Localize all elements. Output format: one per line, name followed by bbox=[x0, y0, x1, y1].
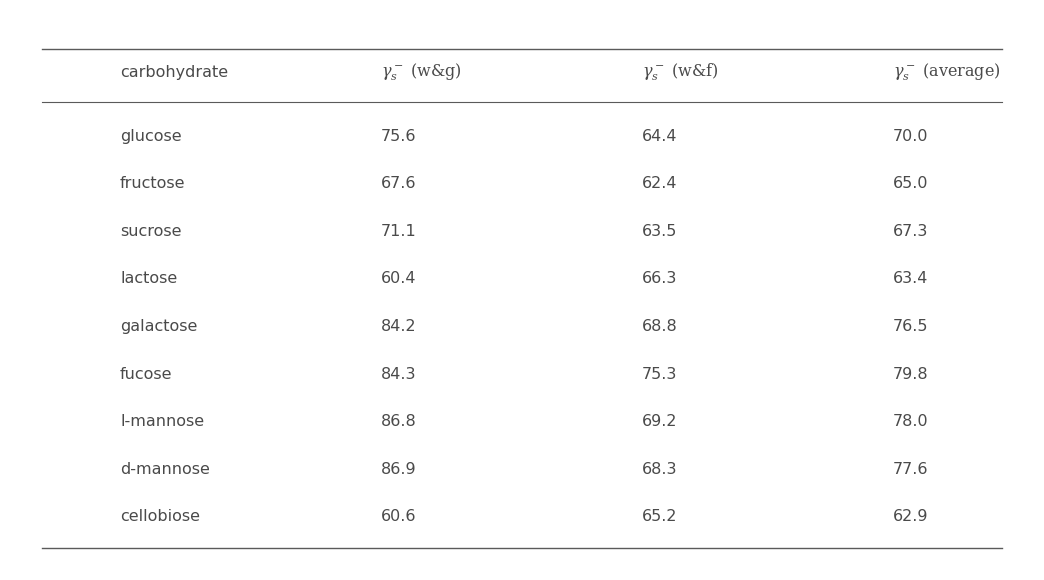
Text: fructose: fructose bbox=[120, 176, 186, 191]
Text: cellobiose: cellobiose bbox=[120, 509, 200, 524]
Text: 69.2: 69.2 bbox=[642, 414, 678, 429]
Text: 60.6: 60.6 bbox=[381, 509, 417, 524]
Text: 66.3: 66.3 bbox=[642, 271, 678, 287]
Text: 79.8: 79.8 bbox=[893, 367, 928, 382]
Text: 86.9: 86.9 bbox=[381, 462, 417, 477]
Text: $\gamma_s^-$ (w&f): $\gamma_s^-$ (w&f) bbox=[642, 61, 718, 84]
Text: glucose: glucose bbox=[120, 129, 182, 144]
Text: 84.3: 84.3 bbox=[381, 367, 417, 382]
Text: 64.4: 64.4 bbox=[642, 129, 678, 144]
Text: 78.0: 78.0 bbox=[893, 414, 928, 429]
Text: 67.3: 67.3 bbox=[893, 224, 928, 239]
Text: d-mannose: d-mannose bbox=[120, 462, 210, 477]
Text: 77.6: 77.6 bbox=[893, 462, 928, 477]
Text: carbohydrate: carbohydrate bbox=[120, 65, 229, 80]
Text: 86.8: 86.8 bbox=[381, 414, 417, 429]
Text: galactose: galactose bbox=[120, 319, 197, 334]
Text: 67.6: 67.6 bbox=[381, 176, 417, 191]
Text: fucose: fucose bbox=[120, 367, 172, 382]
Text: $\gamma_s^-$ (average): $\gamma_s^-$ (average) bbox=[893, 61, 1000, 84]
Text: 75.6: 75.6 bbox=[381, 129, 417, 144]
Text: 65.0: 65.0 bbox=[893, 176, 928, 191]
Text: 62.4: 62.4 bbox=[642, 176, 678, 191]
Text: 68.3: 68.3 bbox=[642, 462, 678, 477]
Text: 71.1: 71.1 bbox=[381, 224, 417, 239]
Text: 62.9: 62.9 bbox=[893, 509, 928, 524]
Text: 75.3: 75.3 bbox=[642, 367, 678, 382]
Text: 65.2: 65.2 bbox=[642, 509, 678, 524]
Text: sucrose: sucrose bbox=[120, 224, 182, 239]
Text: 68.8: 68.8 bbox=[642, 319, 678, 334]
Text: 60.4: 60.4 bbox=[381, 271, 417, 287]
Text: 70.0: 70.0 bbox=[893, 129, 928, 144]
Text: l-mannose: l-mannose bbox=[120, 414, 205, 429]
Text: 63.5: 63.5 bbox=[642, 224, 678, 239]
Text: $\gamma_s^-$ (w&g): $\gamma_s^-$ (w&g) bbox=[381, 61, 461, 84]
Text: 76.5: 76.5 bbox=[893, 319, 928, 334]
Text: 63.4: 63.4 bbox=[893, 271, 928, 287]
Text: 84.2: 84.2 bbox=[381, 319, 417, 334]
Text: lactose: lactose bbox=[120, 271, 177, 287]
